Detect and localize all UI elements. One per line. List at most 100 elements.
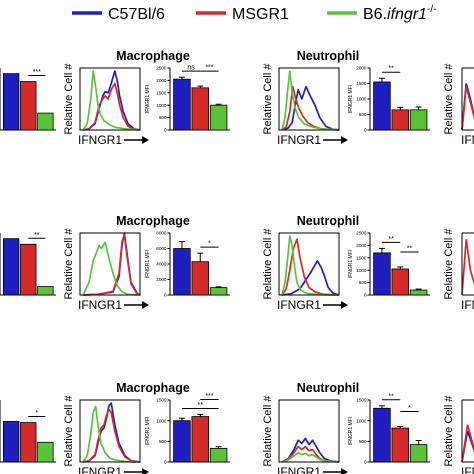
- histogram-line: [82, 241, 141, 296]
- significance-label: **: [388, 236, 394, 243]
- histogram-line: [82, 82, 141, 131]
- right-histogram-partial: Relative Cell # IFNG: [443, 228, 474, 312]
- histogram-line: [461, 424, 474, 463]
- bar: [209, 104, 228, 131]
- left-bars-partial: **: [0, 232, 56, 296]
- panel-title: Neutrophil: [297, 381, 360, 395]
- histogram-line: [281, 437, 340, 463]
- panel-title: Macrophage: [116, 214, 190, 228]
- histogram-line: [281, 260, 340, 296]
- x-arrow-head: [341, 136, 348, 144]
- histogram-line: [461, 86, 474, 131]
- x-arrow-head: [142, 301, 149, 309]
- histogram-frame: [79, 399, 141, 463]
- y-tick-label: 1500: [156, 398, 167, 403]
- neutrophil-histogram: Neutrophil Relative Cell #IFNGR1: [262, 381, 359, 474]
- bar: [209, 287, 228, 296]
- y-tick-label: 500: [159, 439, 167, 444]
- bar: [191, 416, 210, 463]
- x-arrow-head: [341, 301, 348, 309]
- macrophage-histogram: Macrophage Relative Cell #IFNGR1: [63, 214, 190, 312]
- x-axis-label: IFNGR1: [78, 298, 122, 312]
- macrophage-histogram: Macrophage Relative Cell #IFNGR1: [63, 381, 190, 474]
- legend-label: B6.ifngr1-/-: [363, 4, 437, 23]
- panel-title: Macrophage: [116, 49, 190, 63]
- y-tick-label: 2000: [356, 66, 367, 71]
- legend-label: MSGR1: [232, 6, 289, 23]
- y-tick-label: 0: [364, 293, 367, 298]
- significance-label: **: [198, 402, 204, 409]
- legend-item: MSGR1: [196, 6, 289, 23]
- bar: [409, 289, 428, 296]
- left-bars-partial: ***: [0, 68, 56, 131]
- histogram-frame: [79, 232, 141, 296]
- right-histogram-partial: Relative Cell # IFNG: [443, 395, 474, 474]
- y-tick-label: 2500: [356, 231, 367, 236]
- y-tick-label: 0: [164, 128, 167, 133]
- significance-label: ns: [187, 65, 195, 72]
- y-tick-label: 500: [359, 280, 367, 285]
- bar: [391, 427, 409, 463]
- y-axis-label: Relative Cell #: [262, 228, 274, 300]
- significance-label: **: [34, 232, 40, 239]
- significance-label: **: [407, 245, 413, 252]
- bar: [2, 421, 20, 463]
- y-axis-label: IFNGR1 MFI: [348, 250, 354, 278]
- y-tick-label: 0: [164, 460, 167, 465]
- bar: [373, 252, 391, 296]
- bar: [409, 444, 428, 463]
- y-axis-label: IFNGR1 MFI: [145, 417, 151, 445]
- y-tick-label: 1000: [156, 418, 167, 423]
- legend-label-text: C57Bl/6: [108, 6, 165, 23]
- bar: [373, 407, 391, 463]
- macrophage-mfi: IFNGR1 MFI 0 500 1000 1500 *****: [145, 393, 230, 465]
- bar: [2, 73, 20, 131]
- histogram-frame: [278, 67, 340, 131]
- histogram-line: [82, 233, 141, 296]
- y-axis-label: IFNGR1 MFI: [348, 417, 354, 445]
- x-arrow-head: [142, 136, 149, 144]
- x-axis-label: IFNGR1: [277, 465, 321, 474]
- x-axis-label: IFNG: [461, 133, 474, 147]
- y-tick-label: 2000: [156, 277, 167, 282]
- x-axis-label: IFNGR1: [78, 133, 122, 147]
- y-axis-label: Relative Cell #: [262, 395, 274, 467]
- x-arrow-head: [142, 468, 149, 474]
- bar: [37, 286, 54, 296]
- y-axis-label: Relative Cell #: [63, 63, 75, 135]
- legend-label-text: B6.: [363, 6, 387, 23]
- histogram-line: [281, 70, 340, 131]
- legend-label: C57Bl/6: [108, 6, 165, 23]
- bar: [391, 109, 409, 131]
- y-tick-label: 1500: [356, 81, 367, 86]
- y-tick-label: 2000: [156, 78, 167, 83]
- neutrophil-mfi: IFNGR1 MFI 0 500 1000 1500 2000 **: [348, 66, 430, 133]
- y-tick-label: 1000: [356, 97, 367, 102]
- y-axis-label: Relative Cell #: [443, 63, 455, 135]
- x-axis-label: IFNGR1: [277, 133, 321, 147]
- y-tick-label: 0: [364, 460, 367, 465]
- histogram-line: [82, 70, 141, 131]
- bar: [173, 78, 191, 131]
- bar: [20, 243, 37, 296]
- y-tick-label: 6000: [156, 246, 167, 251]
- y-axis-label: Relative Cell #: [63, 395, 75, 467]
- y-axis-label: IFNGR1 MFI: [348, 85, 354, 113]
- legend-item: C57Bl/6: [72, 6, 165, 23]
- histogram-line: [461, 239, 474, 296]
- panel-title: Macrophage: [116, 381, 190, 395]
- significance-label: ***: [33, 69, 41, 76]
- y-tick-label: 0: [164, 293, 167, 298]
- x-axis-label: IFNGR1: [78, 465, 122, 474]
- y-axis-label: IFNGR1 MFI: [145, 250, 151, 278]
- left-bars-partial: *: [0, 400, 56, 463]
- x-axis-label: IFNG: [461, 298, 474, 312]
- significance-label: *: [208, 241, 211, 248]
- histogram-frame: [278, 232, 340, 296]
- bar: [2, 238, 20, 296]
- histogram-line: [281, 451, 340, 463]
